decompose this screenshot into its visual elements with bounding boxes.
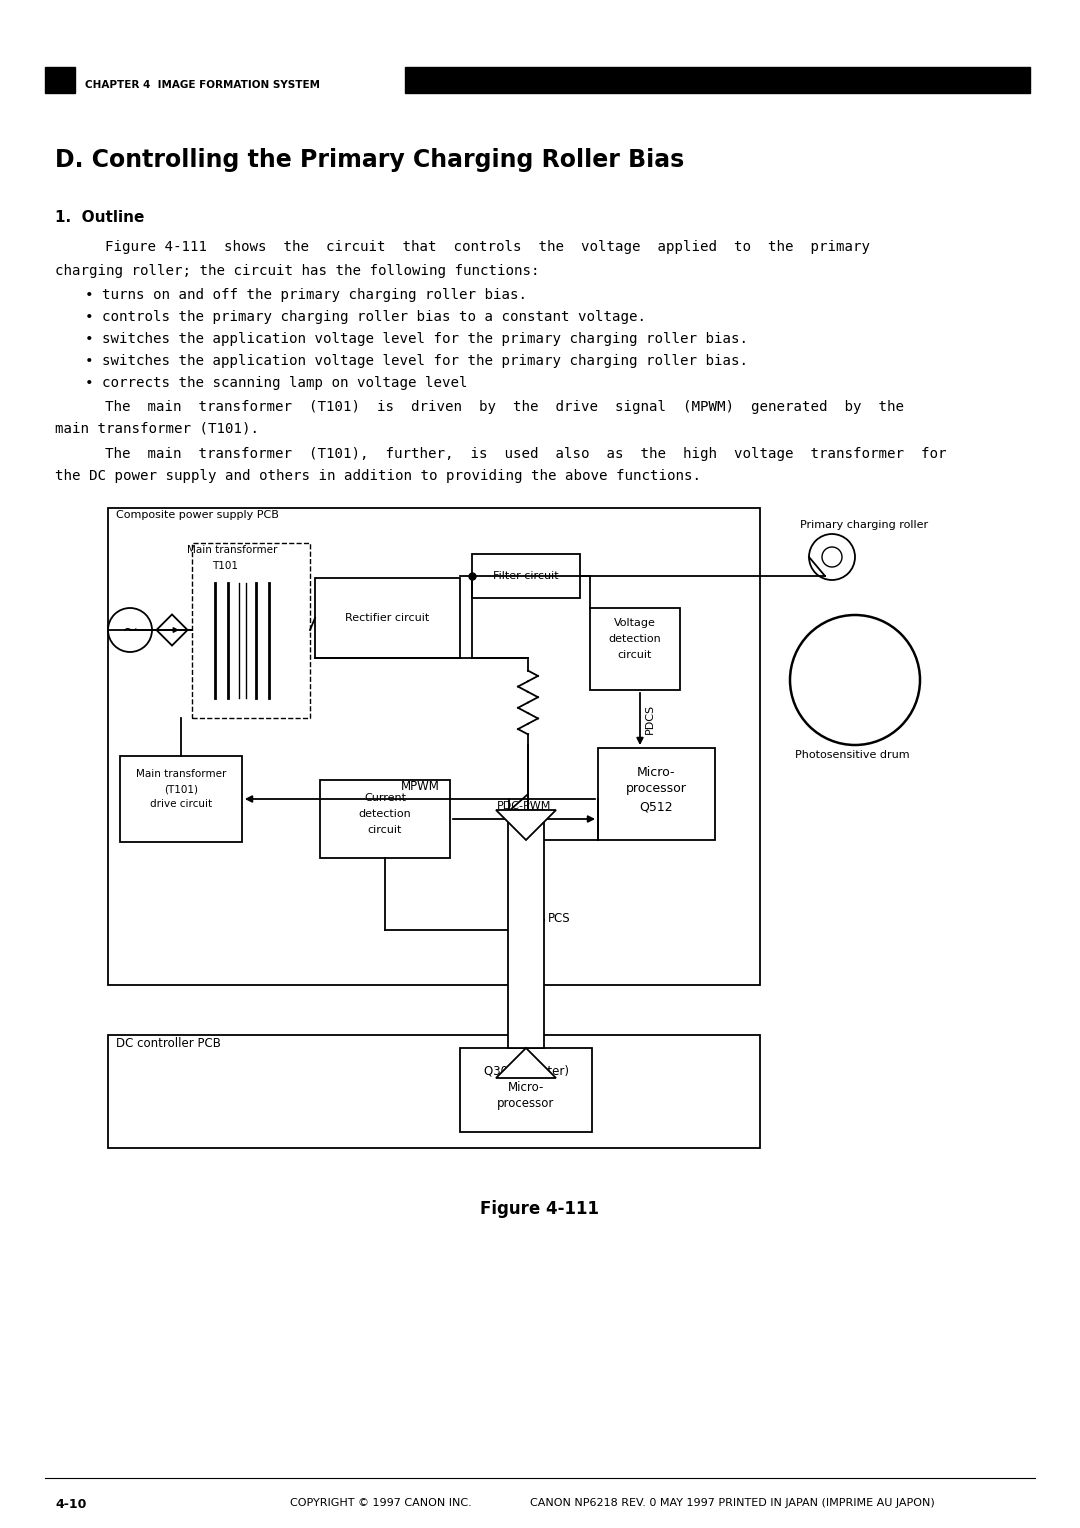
Bar: [460, 1048, 592, 1132]
Text: Photosensitive drum: Photosensitive drum: [795, 750, 909, 759]
Text: Figure 4-111  shows  the  circuit  that  controls  the  voltage  applied  to  th: Figure 4-111 shows the circuit that cont…: [105, 240, 870, 254]
Bar: [108, 1034, 760, 1148]
Text: • switches the application voltage level for the primary charging roller bias.: • switches the application voltage level…: [85, 332, 748, 345]
Bar: [405, 67, 1030, 93]
Text: • controls the primary charging roller bias to a constant voltage.: • controls the primary charging roller b…: [85, 310, 646, 324]
Bar: [315, 578, 460, 659]
Text: detection: detection: [359, 808, 411, 819]
Text: • switches the application voltage level for the primary charging roller bias.: • switches the application voltage level…: [85, 354, 748, 368]
Text: Filter circuit: Filter circuit: [494, 571, 558, 581]
Text: detection: detection: [609, 634, 661, 643]
Text: CHAPTER 4  IMAGE FORMATION SYSTEM: CHAPTER 4 IMAGE FORMATION SYSTEM: [85, 79, 320, 90]
Text: processor: processor: [626, 782, 687, 795]
Text: drive circuit: drive circuit: [150, 799, 212, 808]
Text: the DC power supply and others in addition to providing the above functions.: the DC power supply and others in additi…: [55, 469, 701, 483]
Text: charging roller; the circuit has the following functions:: charging roller; the circuit has the fol…: [55, 264, 540, 278]
Bar: [120, 756, 242, 842]
Text: Main transformer: Main transformer: [187, 545, 278, 555]
Text: T101: T101: [212, 561, 238, 571]
Text: circuit: circuit: [368, 825, 402, 834]
Bar: [192, 542, 310, 718]
Bar: [108, 507, 760, 986]
Text: PDCS: PDCS: [645, 704, 654, 733]
Text: Q512: Q512: [639, 801, 673, 813]
Text: Q301 (Master): Q301 (Master): [484, 1065, 568, 1077]
Bar: [472, 555, 580, 597]
Bar: [45, 67, 75, 93]
Text: The  main  transformer  (T101)  is  driven  by  the  drive  signal  (MPWM)  gene: The main transformer (T101) is driven by…: [105, 400, 904, 414]
Text: PCS: PCS: [548, 912, 570, 924]
Text: (T101): (T101): [164, 784, 198, 795]
Text: Voltage: Voltage: [615, 617, 656, 628]
Text: COPYRIGHT © 1997 CANON INC.: COPYRIGHT © 1997 CANON INC.: [291, 1497, 472, 1508]
Text: The  main  transformer  (T101),  further,  is  used  also  as  the  high  voltag: The main transformer (T101), further, is…: [105, 448, 946, 461]
Text: main transformer (T101).: main transformer (T101).: [55, 422, 259, 435]
Text: MPWM: MPWM: [401, 779, 440, 793]
Text: Primary charging roller: Primary charging roller: [800, 520, 928, 530]
Text: DC controller PCB: DC controller PCB: [116, 1038, 221, 1050]
Text: PDC-PWM: PDC-PWM: [497, 801, 551, 811]
Text: Main transformer: Main transformer: [136, 769, 226, 779]
Text: Micro-: Micro-: [637, 766, 676, 779]
Text: Micro-: Micro-: [508, 1080, 544, 1094]
Polygon shape: [496, 810, 556, 840]
Text: Figure 4-111: Figure 4-111: [481, 1199, 599, 1218]
Text: • corrects the scanning lamp on voltage level: • corrects the scanning lamp on voltage …: [85, 376, 468, 390]
Polygon shape: [496, 1048, 556, 1077]
Text: • turns on and off the primary charging roller bias.: • turns on and off the primary charging …: [85, 287, 527, 303]
Text: Composite power supply PCB: Composite power supply PCB: [116, 510, 279, 520]
Text: Current: Current: [364, 793, 406, 804]
Text: processor: processor: [497, 1097, 555, 1109]
Bar: [590, 608, 680, 691]
Bar: [598, 749, 715, 840]
Bar: [508, 810, 544, 1048]
Text: ~: ~: [122, 620, 138, 640]
Text: Rectifier circuit: Rectifier circuit: [346, 613, 430, 623]
Text: 1.  Outline: 1. Outline: [55, 209, 145, 225]
Text: 4-10: 4-10: [55, 1497, 86, 1511]
Text: CANON NP6218 REV. 0 MAY 1997 PRINTED IN JAPAN (IMPRIME AU JAPON): CANON NP6218 REV. 0 MAY 1997 PRINTED IN …: [530, 1497, 935, 1508]
Bar: [320, 779, 450, 859]
Text: D. Controlling the Primary Charging Roller Bias: D. Controlling the Primary Charging Roll…: [55, 148, 685, 173]
Text: circuit: circuit: [618, 649, 652, 660]
